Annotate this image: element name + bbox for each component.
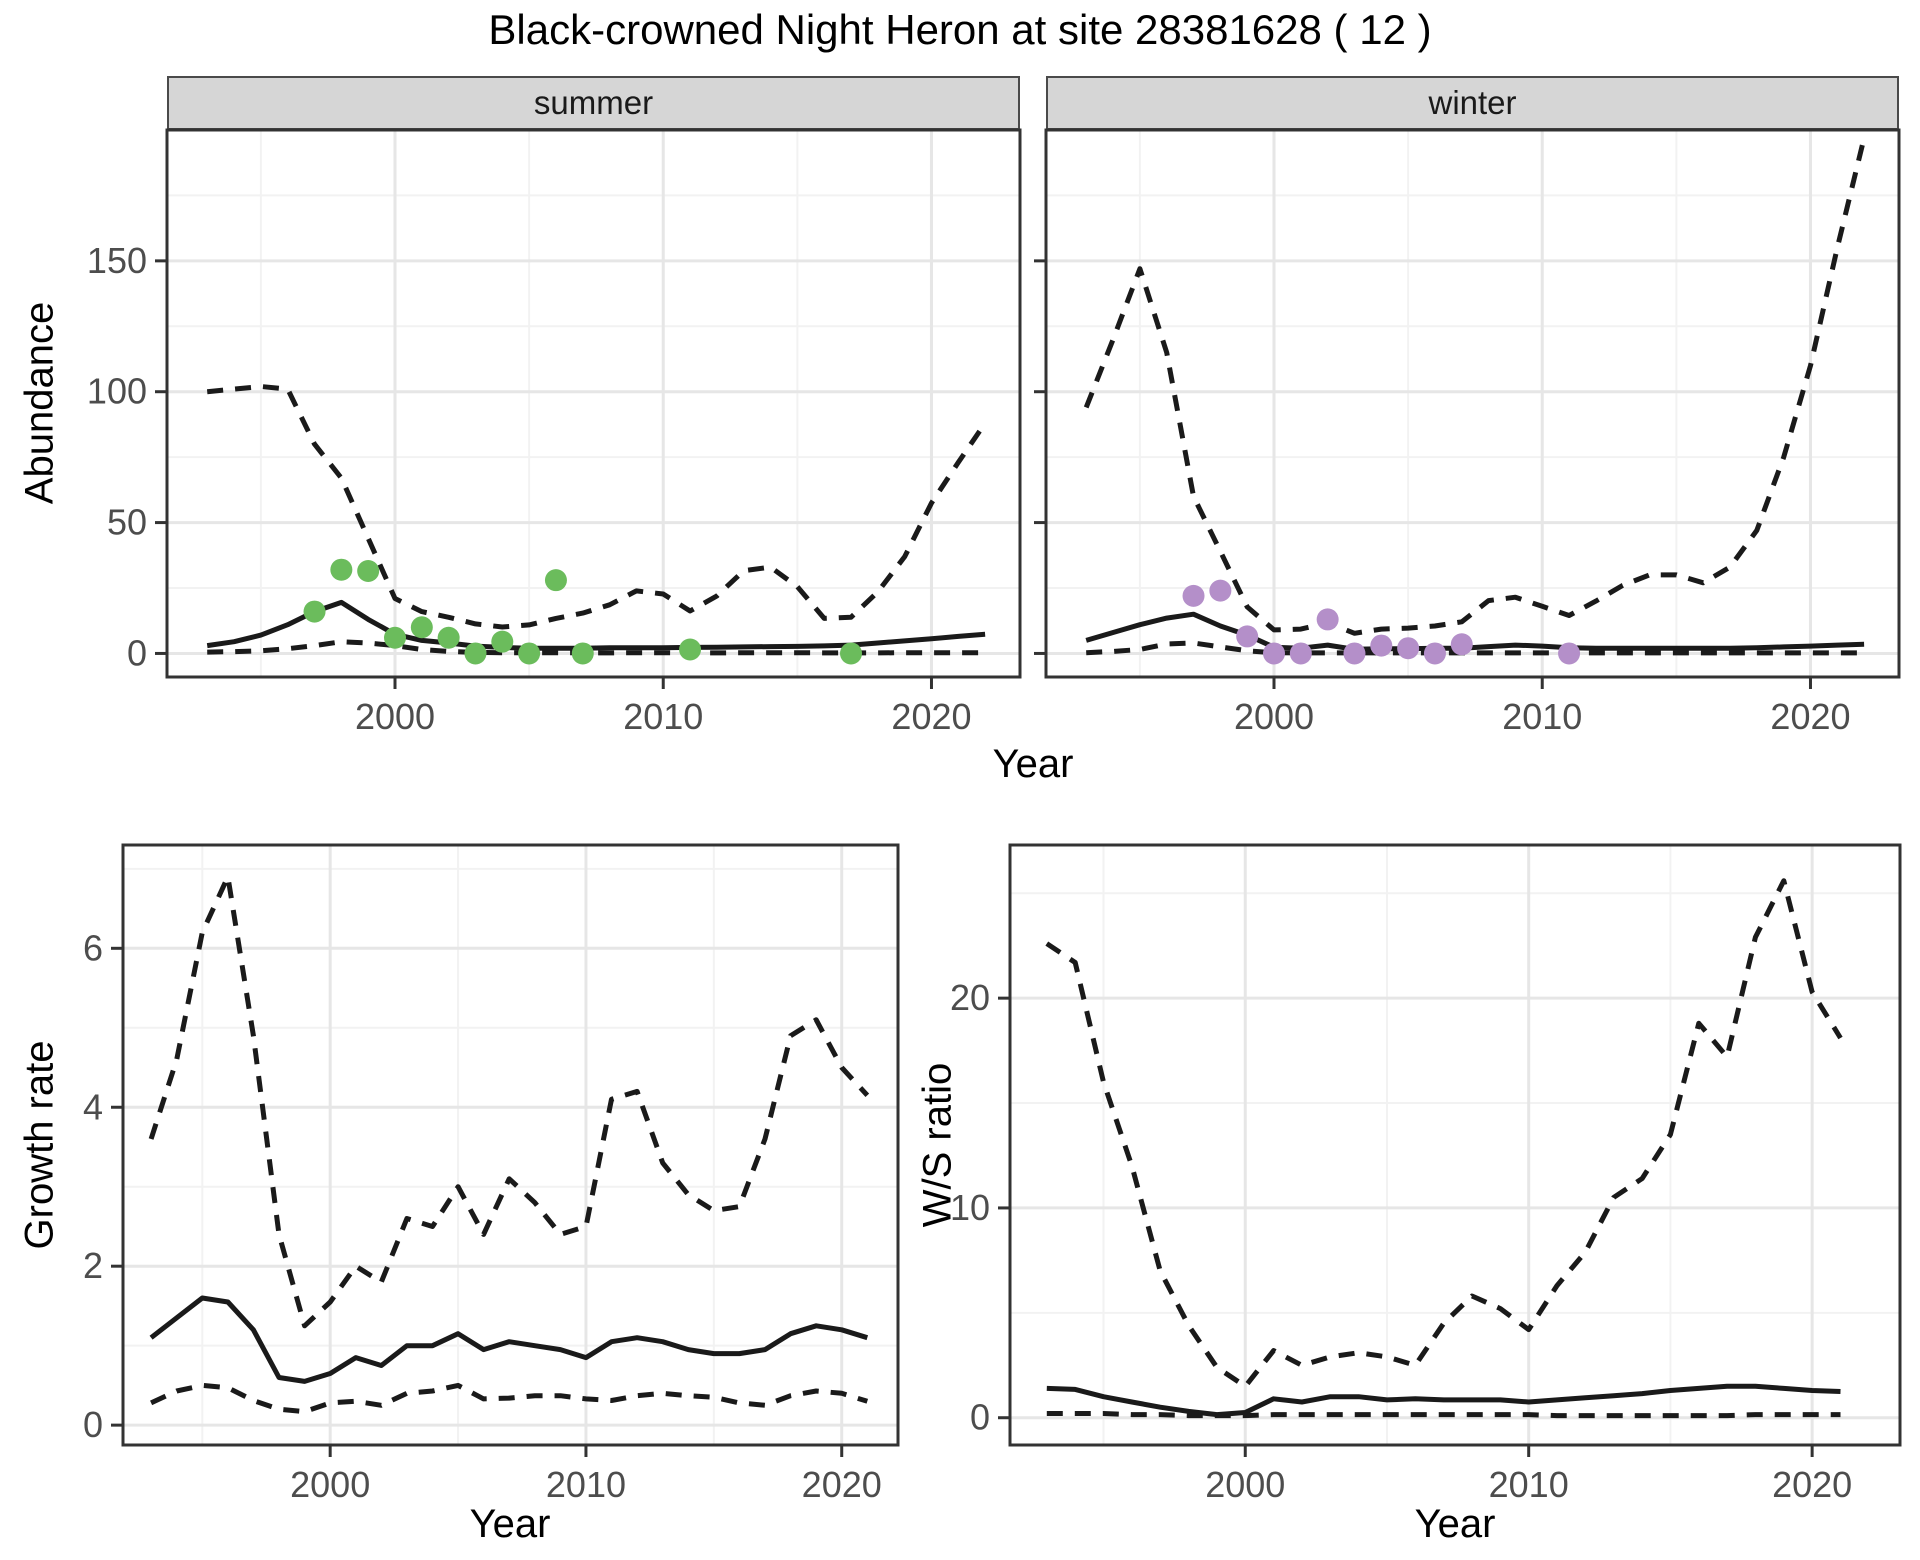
abundance-winter-lower_ci-line — [1086, 640, 1865, 656]
panel-border — [1008, 843, 1902, 1447]
facet-strip-winter: winter — [1046, 76, 1899, 130]
x-tick-label: 2010 — [1502, 696, 1582, 737]
y-tick-label: 0 — [83, 1404, 103, 1445]
abundance-axis-title: Abundance — [17, 301, 62, 505]
x-tick-label: 2010 — [623, 696, 703, 737]
abundance-summer-plot: 2000 2010 2020 0 50 100 150 — [87, 128, 1022, 737]
observed-summer-point — [357, 560, 380, 583]
abundance-winter-plot: 2000 2010 2020 — [1034, 128, 1901, 737]
observed-winter-point — [1316, 608, 1339, 631]
x-tick-label: 2010 — [546, 1464, 626, 1505]
y-tick-label: 50 — [107, 502, 147, 543]
observed-winter-point — [1263, 642, 1286, 665]
observed-winter-point — [1423, 642, 1446, 665]
ws-ratio-lower_ci-line — [1046, 1411, 1841, 1419]
y-tick-label: 10 — [950, 1187, 990, 1228]
ws-ratio-axis-title: W/S ratio — [915, 1062, 960, 1228]
observed-summer-point — [330, 558, 353, 581]
observed-summer-point — [303, 600, 326, 623]
facet-strip-summer: summer — [167, 76, 1020, 130]
y-tick-label: 20 — [950, 977, 990, 1018]
observed-winter-point — [1343, 642, 1366, 665]
page-title: Black-crowned Night Heron at site 283816… — [488, 6, 1432, 53]
year-axis-title-bottom-right: Year — [1414, 1502, 1496, 1546]
x-tick-label: 2020 — [1772, 1464, 1852, 1505]
growth-rate-axis-title: Growth rate — [17, 1040, 62, 1250]
year-axis-title-top: Year — [992, 742, 1074, 786]
observed-summer-point — [518, 642, 541, 665]
observed-winter-point — [1397, 637, 1420, 660]
y-tick-label: 6 — [83, 927, 103, 968]
observed-winter-point — [1450, 633, 1473, 656]
growth-rate-lower_ci-line — [150, 1382, 869, 1415]
observed-summer-point — [491, 630, 514, 653]
y-tick-label: 4 — [83, 1086, 103, 1127]
observed-winter-point — [1558, 642, 1581, 665]
growth-rate-median-line — [149, 1295, 869, 1384]
abundance-summer-upper_ci-line — [206, 384, 988, 630]
observed-winter-point — [1182, 584, 1205, 607]
x-tick-label: 2020 — [1770, 696, 1850, 737]
observed-winter-point — [1370, 634, 1393, 657]
growth-rate-upper_ci-line — [148, 874, 870, 1329]
year-axis-title-bottom-left: Year — [469, 1502, 551, 1546]
y-tick-label: 2 — [83, 1245, 103, 1286]
ws-ratio-median-line — [1046, 1383, 1841, 1418]
observed-summer-point — [437, 626, 460, 649]
panel-border — [165, 128, 1022, 679]
abundance-winter-upper_ci-line — [1083, 137, 1867, 636]
ws-ratio-upper_ci-line — [1045, 878, 1843, 1389]
x-tick-label: 2000 — [290, 1464, 370, 1505]
y-tick-label: 0 — [970, 1397, 990, 1438]
x-tick-label: 2020 — [802, 1464, 882, 1505]
observed-summer-point — [464, 642, 487, 665]
observed-summer-point — [571, 642, 594, 665]
panel-border — [121, 843, 900, 1447]
y-tick-label: 150 — [87, 240, 147, 281]
panel-border — [1044, 128, 1901, 679]
observed-summer-point — [544, 569, 567, 592]
facet-strip-winter-label: winter — [1428, 84, 1517, 121]
observed-summer-point — [384, 626, 407, 649]
y-tick-label: 100 — [87, 371, 147, 412]
panel-background — [123, 845, 898, 1445]
panel-background — [1046, 130, 1899, 677]
observed-summer-point — [840, 642, 863, 665]
x-tick-label: 2020 — [891, 696, 971, 737]
x-tick-label: 2010 — [1489, 1464, 1569, 1505]
abundance-winter-median-line — [1085, 611, 1865, 652]
observed-winter-point — [1289, 642, 1312, 665]
facet-strip-summer-label: summer — [533, 84, 654, 121]
observed-winter-point — [1236, 625, 1259, 648]
x-tick-label: 2000 — [355, 696, 435, 737]
panel-background — [1010, 845, 1900, 1445]
observed-summer-point — [410, 616, 433, 639]
y-tick-label: 0 — [127, 632, 147, 673]
x-tick-label: 2000 — [1234, 696, 1314, 737]
ws-ratio-plot: 2000 2010 2020 0 10 20 — [950, 843, 1902, 1505]
panel-background — [167, 130, 1020, 677]
growth-rate-plot: 2000 2010 2020 0 2 4 6 — [83, 843, 900, 1505]
observed-winter-point — [1209, 579, 1232, 602]
x-tick-label: 2000 — [1205, 1464, 1285, 1505]
observed-summer-point — [679, 638, 702, 661]
